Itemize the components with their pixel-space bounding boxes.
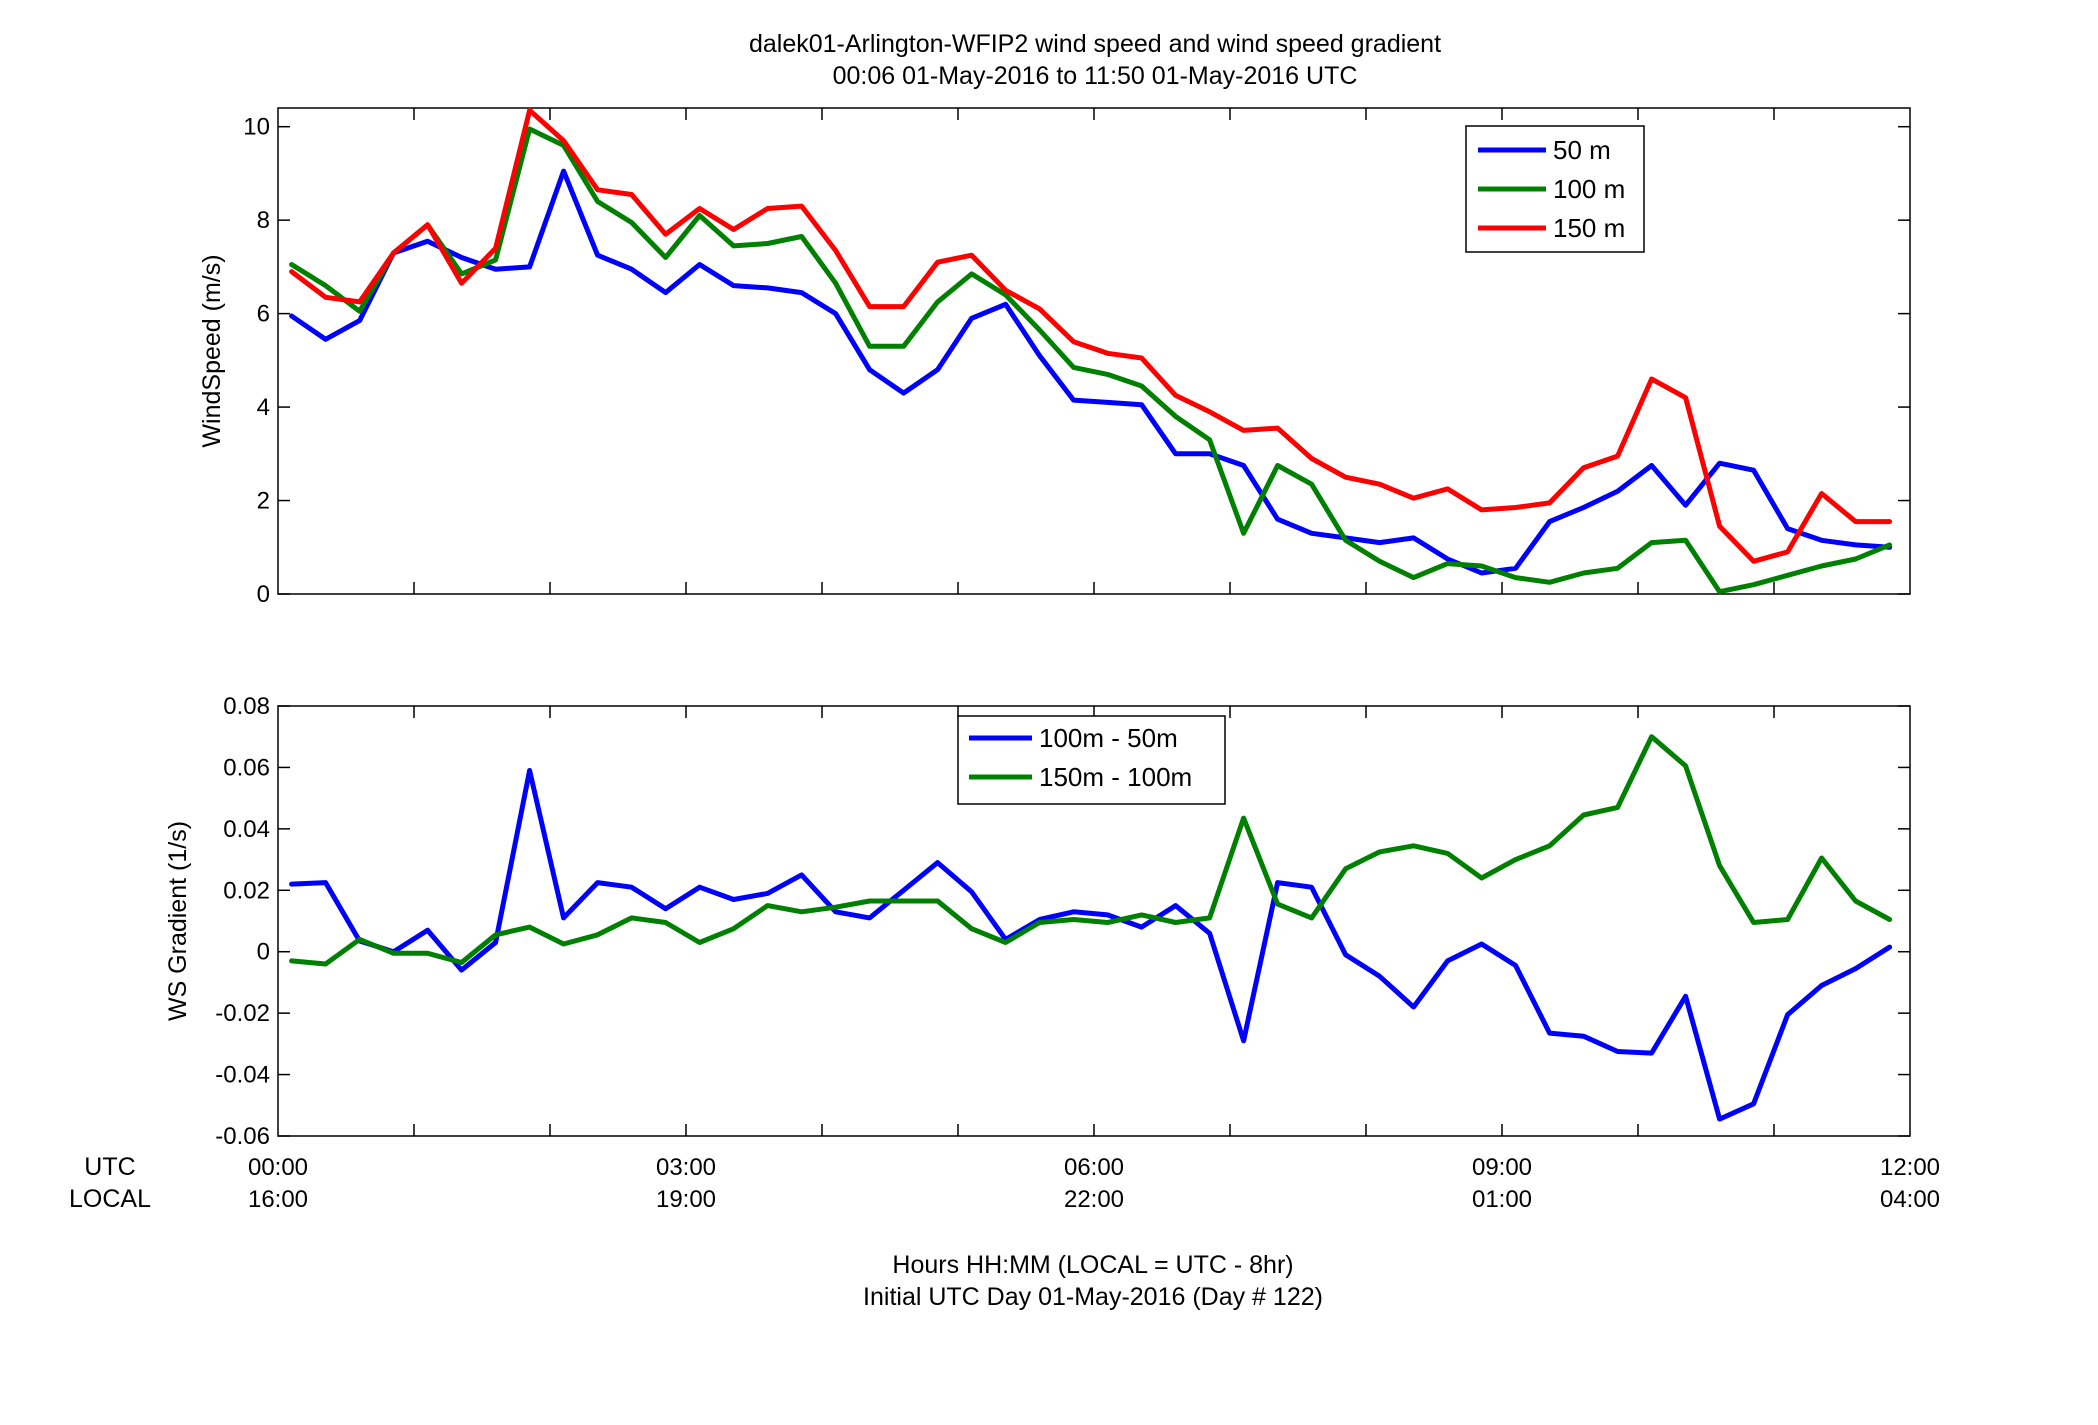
- gradient-ylabel: WS Gradient (1/s): [164, 821, 192, 1021]
- windspeed-ylabel: WindSpeed (m/s): [198, 254, 226, 447]
- x-tick-labels: 00:00 16:00 03:00 19:00 06:00 22:00 09:00 01:00…: [248, 1154, 1940, 1213]
- gradient-ytick-label: 0: [257, 939, 270, 966]
- legend-label-grad-150-100: 150m - 100m: [1039, 762, 1192, 792]
- x-tick-label-local: 16:00: [248, 1186, 308, 1213]
- chart-subtitle: 00:06 01-May-2016 to 11:50 01-May-2016 U…: [833, 62, 1358, 90]
- x-axis-sublabel: Initial UTC Day 01-May-2016 (Day # 122): [863, 1283, 1323, 1311]
- gradient-ytick-label: 0.06: [223, 754, 270, 781]
- windspeed-series-150-m-line: [289, 107, 1893, 564]
- gradient-legend: 100m - 50m 150m - 100m: [957, 715, 1226, 805]
- x-tick-label-local: 04:00: [1880, 1186, 1940, 1213]
- x-tick-label-local: 01:00: [1472, 1186, 1532, 1213]
- gradient-series-100m-50m-line: [289, 768, 1893, 1122]
- local-row-label: LOCAL: [69, 1185, 151, 1213]
- x-tick-label-utc: 06:00: [1064, 1154, 1124, 1181]
- chart-title: dalek01-Arlington-WFIP2 wind speed and w…: [749, 30, 1441, 58]
- gradient-series-150m-100m-line: [289, 734, 1893, 967]
- utc-row-label: UTC: [84, 1153, 135, 1181]
- x-tick-label-local: 19:00: [656, 1186, 716, 1213]
- x-axis-label: Hours HH:MM (LOCAL = UTC - 8hr): [892, 1251, 1293, 1279]
- gradient-ytick-label: -0.06: [215, 1123, 270, 1150]
- legend-label-grad-100-50: 100m - 50m: [1039, 723, 1178, 753]
- gradient-ytick-label: -0.04: [215, 1062, 270, 1089]
- windspeed-ytick-label: 10: [243, 114, 270, 141]
- windspeed-legend: 50 m 100 m 150 m: [1465, 125, 1645, 253]
- windspeed-ytick-label: 4: [257, 394, 270, 421]
- windspeed-ytick-label: 6: [257, 301, 270, 328]
- gradient-ytick-label: 0.08: [223, 693, 270, 720]
- x-tick-label-local: 22:00: [1064, 1186, 1124, 1213]
- windspeed-ytick-label: 0: [257, 581, 270, 608]
- windspeed-ytick-label: 8: [257, 207, 270, 234]
- gradient-panel: -0.06 -0.04 -0.02 0 0.02 0.04 0.06 0.08 WS Grad…: [164, 693, 1911, 1150]
- x-tick-label-utc: 09:00: [1472, 1154, 1532, 1181]
- windspeed-series-50-m-line: [289, 168, 1893, 576]
- x-tick-label-utc: 12:00: [1880, 1154, 1940, 1181]
- gradient-legend-box: [957, 715, 1226, 805]
- legend-label-150m: 150 m: [1553, 213, 1625, 243]
- gradient-ytick-label: -0.02: [215, 1000, 270, 1027]
- x-tick-label-utc: 03:00: [656, 1154, 716, 1181]
- gradient-ytick-label: 0.04: [223, 816, 270, 843]
- legend-label-50m: 50 m: [1553, 135, 1611, 165]
- windspeed-series-100-m-line: [289, 126, 1893, 595]
- windspeed-ytick-label: 2: [257, 488, 270, 515]
- legend-label-100m: 100 m: [1553, 174, 1625, 204]
- gradient-ytick-label: 0.02: [223, 877, 270, 904]
- windspeed-panel: 0 2 4 6 8 10 WindSpeed (m/s) 50 m 100 m 150 m: [198, 107, 1911, 608]
- x-tick-label-utc: 00:00: [248, 1154, 308, 1181]
